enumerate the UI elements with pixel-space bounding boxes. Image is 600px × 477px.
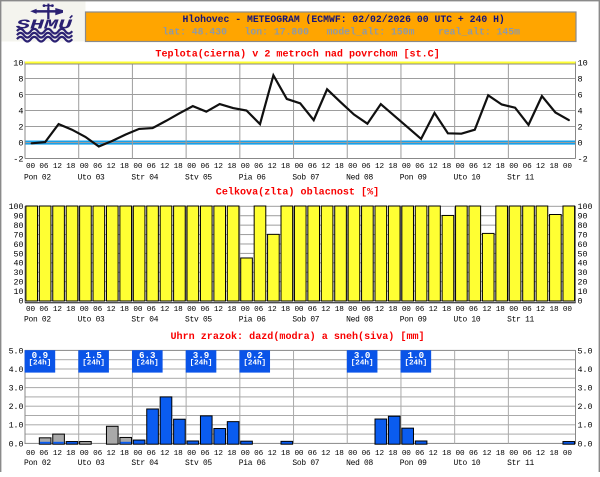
svg-text:2.0: 2.0 (578, 403, 593, 412)
svg-text:[24h]: [24h] (29, 359, 52, 367)
svg-text:lat: 48.430 lon: 17.800 mo: lat: 48.430 lon: 17.800 model_alt: 150m … (163, 26, 521, 37)
svg-text:50: 50 (578, 250, 588, 259)
svg-text:40: 40 (578, 260, 588, 269)
svg-text:4: 4 (18, 106, 23, 116)
svg-text:3.0: 3.0 (578, 385, 593, 394)
svg-text:30: 30 (578, 269, 588, 278)
svg-text:2: 2 (18, 122, 23, 132)
svg-text:90: 90 (578, 213, 588, 222)
svg-text:6.3: 6.3 (139, 350, 156, 361)
svg-text:0: 0 (18, 138, 23, 148)
svg-text:60: 60 (14, 241, 24, 250)
svg-text:20: 20 (14, 279, 24, 288)
svg-text:90: 90 (14, 213, 24, 222)
svg-text:5.0: 5.0 (9, 347, 24, 356)
svg-text:[24h]: [24h] (136, 359, 159, 367)
svg-text:4.0: 4.0 (578, 366, 593, 375)
svg-text:80: 80 (14, 222, 24, 231)
svg-text:Teplota(cierna) v 2 metroch na: Teplota(cierna) v 2 metroch nad povrchom… (155, 48, 439, 60)
svg-text:00 06 12 18 00 06 12 18 00 06: 00 06 12 18 00 06 12 18 00 06 12 18 00 0… (26, 450, 572, 458)
svg-text:3.0: 3.0 (354, 350, 371, 361)
svg-text:Uhrn zrazok: dazd(modra) a sne: Uhrn zrazok: dazd(modra) a sneh(siva) [m… (171, 331, 425, 343)
svg-text:0.0: 0.0 (9, 440, 24, 449)
svg-text:1.0: 1.0 (408, 350, 425, 361)
svg-text:0: 0 (578, 138, 583, 148)
svg-text:6: 6 (578, 90, 583, 100)
svg-text:80: 80 (578, 222, 588, 231)
svg-text:10: 10 (578, 58, 588, 68)
svg-text:-2: -2 (13, 154, 23, 164)
svg-text:Hlohovec - METEOGRAM (ECMWF: 0: Hlohovec - METEOGRAM (ECMWF: 02/02/2026 … (183, 14, 505, 25)
svg-text:[24h]: [24h] (351, 359, 374, 367)
svg-text:100: 100 (578, 203, 593, 212)
svg-text:50: 50 (14, 250, 24, 259)
svg-text:[24h]: [24h] (82, 359, 105, 367)
svg-text:1.0: 1.0 (9, 422, 24, 431)
svg-text:0.9: 0.9 (32, 350, 49, 361)
svg-text:6: 6 (18, 90, 23, 100)
svg-text:20: 20 (578, 279, 588, 288)
svg-text:4: 4 (578, 106, 583, 116)
svg-text:0: 0 (578, 297, 583, 306)
svg-text:1.0: 1.0 (578, 422, 593, 431)
svg-text:1.5: 1.5 (85, 350, 102, 361)
svg-text:8: 8 (18, 74, 23, 84)
svg-text:Pon 02 Uto 03 Str 04: Pon 02 Uto 03 Str 04 Stv 05 Pia 06 Sob 0… (24, 315, 535, 324)
svg-text:4.0: 4.0 (9, 366, 24, 375)
svg-text:3.9: 3.9 (193, 350, 210, 361)
svg-text:[24h]: [24h] (190, 359, 213, 367)
svg-text:[24h]: [24h] (404, 359, 427, 367)
svg-text:10: 10 (578, 288, 588, 297)
svg-text:Pon 02 Uto 03 Str 04: Pon 02 Uto 03 Str 04 Stv 05 Pia 06 Sob 0… (24, 459, 535, 468)
svg-text:10: 10 (13, 58, 23, 68)
svg-text:2.0: 2.0 (9, 403, 24, 412)
svg-text:0.2: 0.2 (246, 350, 263, 361)
svg-text:-2: -2 (578, 154, 588, 164)
svg-text:00 06 12 18 00 06 12 18 00 06: 00 06 12 18 00 06 12 18 00 06 12 18 00 0… (26, 306, 572, 314)
svg-text:0.0: 0.0 (578, 440, 593, 449)
svg-text:100: 100 (9, 203, 24, 212)
svg-text:70: 70 (578, 232, 588, 241)
svg-text:Pon 02 Uto 03 Str 04: Pon 02 Uto 03 Str 04 Stv 05 Pia 06 Sob 0… (24, 173, 535, 182)
svg-text:3.0: 3.0 (9, 385, 24, 394)
svg-text:40: 40 (14, 260, 24, 269)
svg-text:60: 60 (578, 241, 588, 250)
svg-text:2: 2 (578, 122, 583, 132)
svg-text:[24h]: [24h] (243, 359, 266, 367)
svg-text:10: 10 (14, 288, 24, 297)
svg-text:0: 0 (19, 297, 24, 306)
svg-text:30: 30 (14, 269, 24, 278)
svg-text:00 06 12 18 00 06 12 18 00 06: 00 06 12 18 00 06 12 18 00 06 12 18 00 0… (26, 163, 572, 171)
svg-text:5.0: 5.0 (578, 347, 593, 356)
svg-text:70: 70 (14, 232, 24, 241)
svg-text:Celkova(zlta) oblacnost [%]: Celkova(zlta) oblacnost [%] (216, 187, 379, 199)
svg-text:8: 8 (578, 74, 583, 84)
